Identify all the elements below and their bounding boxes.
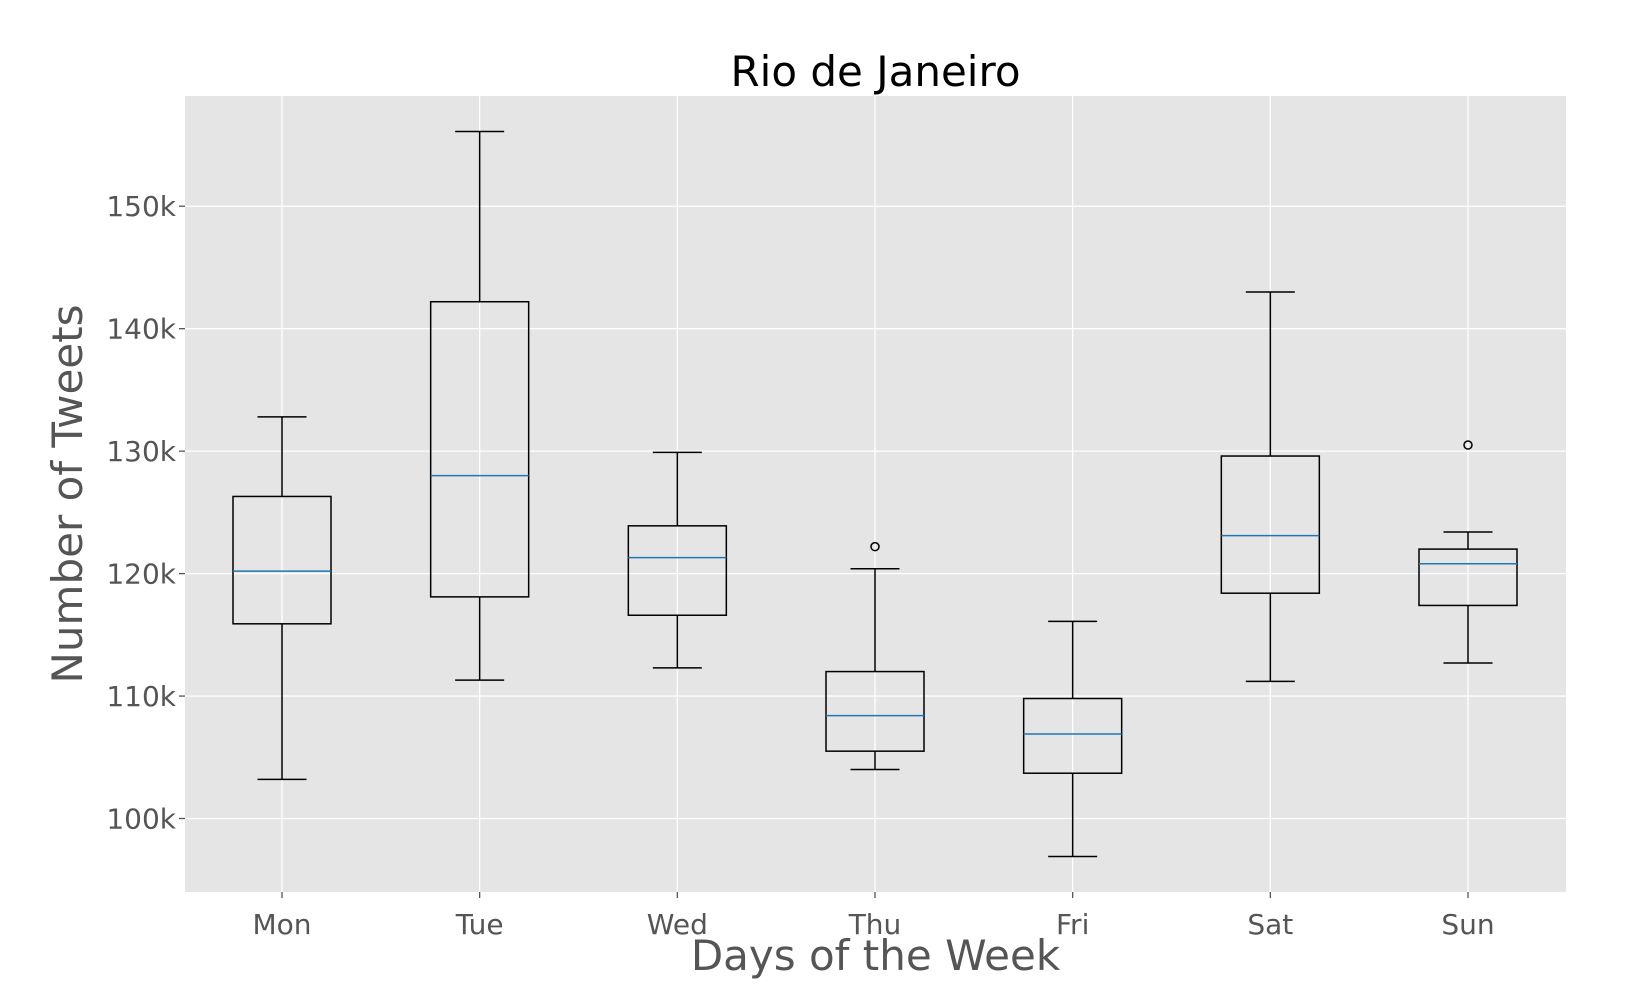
x-tick-label: Sat: [1247, 908, 1293, 941]
box-fri: [1022, 620, 1123, 858]
y-tick-label: 130k: [106, 435, 176, 468]
x-tick-label: Mon: [252, 908, 311, 941]
x-axis-label: Days of the Week: [691, 931, 1061, 980]
x-tick-label: Fri: [1056, 908, 1089, 941]
chart-title: Rio de Janeiro: [730, 47, 1020, 96]
box-thu: [825, 541, 925, 771]
iqr-box: [429, 300, 530, 598]
x-tick-label: Thu: [848, 908, 902, 941]
y-tick-label: 100k: [106, 803, 176, 836]
x-tick-label: Tue: [455, 908, 504, 941]
iqr-box: [627, 525, 728, 616]
box-wed: [627, 451, 728, 669]
box-sat: [1220, 291, 1321, 683]
y-axis-label: Number of Tweets: [43, 305, 92, 684]
boxes: [232, 130, 1518, 858]
iqr-box: [232, 495, 332, 625]
x-tick-label: Sun: [1441, 908, 1494, 941]
y-tick-label: 150k: [106, 190, 176, 223]
box-sun: [1418, 440, 1518, 664]
y-tick-label: 140k: [106, 313, 176, 346]
outlier-point: [1463, 440, 1473, 450]
box-mon: [232, 416, 332, 781]
iqr-box: [1418, 548, 1518, 607]
iqr-box: [1022, 697, 1123, 774]
ticks: 100k 110k 120k 130k 140k 150k Mon Tue Wed Thu Fri S…: [106, 190, 1494, 941]
x-tick-label: Wed: [647, 908, 708, 941]
box-tue: [429, 130, 530, 681]
iqr-box: [1220, 455, 1321, 594]
outlier-point: [870, 541, 880, 552]
y-tick-label: 120k: [106, 558, 176, 591]
y-tick-label: 110k: [106, 680, 176, 713]
iqr-box: [825, 670, 925, 752]
